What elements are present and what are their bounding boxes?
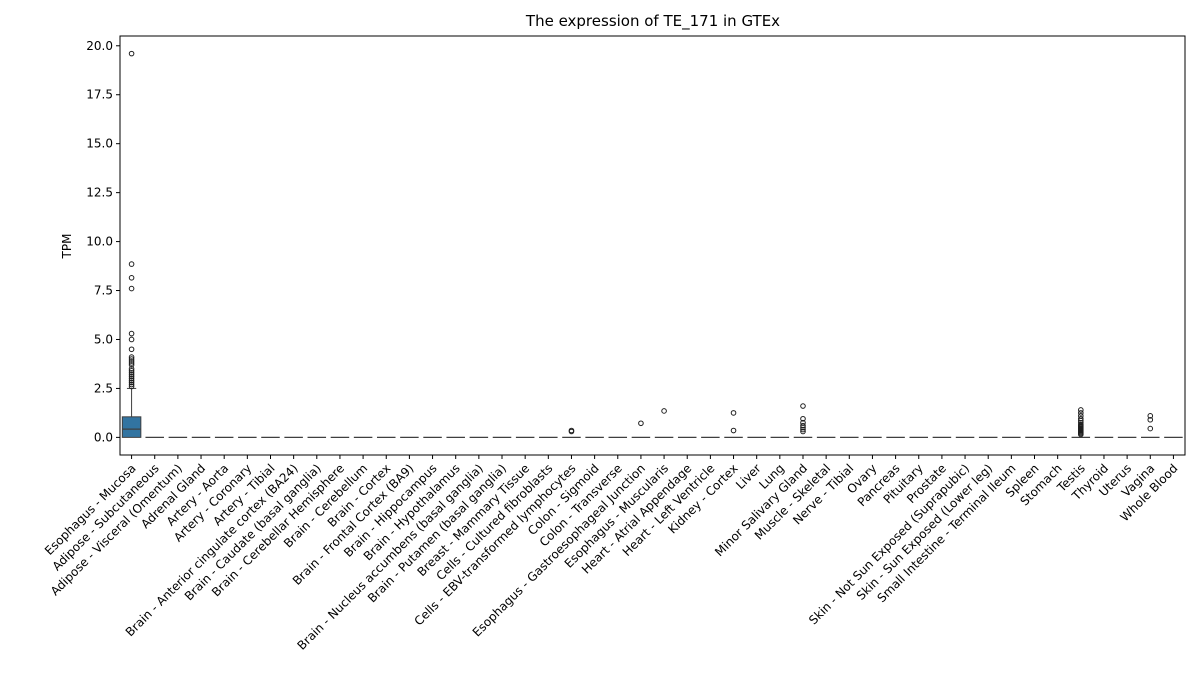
y-tick-label: 10.0 [86, 235, 113, 249]
outlier-point [128, 354, 135, 360]
box-iqr [121, 416, 142, 438]
outlier-point [568, 428, 575, 435]
outlier-point [730, 410, 737, 416]
x-tick-label: Esophagus - Mucosa [42, 461, 139, 558]
box-group [562, 427, 581, 439]
box-group [121, 50, 142, 438]
y-tick-label: 20.0 [86, 39, 113, 53]
y-axis-title: TPM [60, 234, 74, 260]
outlier-point [128, 371, 135, 378]
outlier-point [1078, 415, 1084, 422]
plot-area [121, 50, 1183, 439]
box-group [724, 410, 743, 439]
outlier-point [128, 360, 135, 366]
outlier-point [800, 424, 806, 431]
outlier-point [128, 356, 135, 362]
y-tick-label: 7.5 [94, 284, 113, 298]
x-tick-label: Liver [733, 461, 764, 492]
outlier-point [800, 422, 806, 429]
outlier-point [128, 50, 135, 57]
outlier-point [1078, 431, 1084, 438]
box-group [631, 420, 651, 439]
y-tick-label: 2.5 [94, 381, 113, 395]
outlier-point [730, 427, 737, 434]
outlier-point [128, 383, 135, 390]
outlier-point [800, 403, 806, 409]
outlier-point [128, 377, 135, 384]
outlier-point [128, 285, 135, 292]
y-axis: 0.0 2.5 5.0 7.5 10.0 12.5 15.0 17.5 20.0 [86, 39, 120, 444]
box-group [1141, 413, 1160, 439]
outlier-point [128, 346, 135, 353]
outlier-point [128, 369, 135, 376]
outlier-point [128, 375, 135, 382]
outlier-point [800, 428, 806, 435]
box-group [793, 403, 813, 439]
outlier-point [128, 368, 135, 374]
outlier-point [128, 373, 135, 380]
y-tick-label: 12.5 [86, 186, 113, 200]
outlier-point [128, 366, 135, 372]
outlier-point [128, 336, 135, 343]
outlier-point [1078, 407, 1084, 413]
outlier-point [800, 426, 806, 433]
y-tick-label: 17.5 [86, 88, 113, 102]
box-group [654, 408, 674, 439]
outlier-point [800, 415, 806, 422]
outlier-point [128, 381, 135, 388]
outlier-point [1147, 413, 1154, 419]
outlier-point [1147, 416, 1154, 423]
outlier-point [128, 330, 135, 337]
chart-title: The expression of TE_171 in GTEx [525, 12, 780, 31]
outlier-point [638, 420, 644, 427]
y-tick-label: 5.0 [94, 332, 113, 346]
outlier-point [1078, 410, 1084, 416]
plot-frame [119, 35, 1186, 456]
outlier-point [1147, 425, 1154, 432]
y-tick-label: 15.0 [86, 137, 113, 151]
outlier-point [661, 408, 667, 414]
outlier-point [128, 358, 135, 364]
box-group [1071, 407, 1091, 439]
outlier-point [128, 261, 135, 267]
y-tick-label: 0.0 [94, 430, 113, 444]
outlier-point [128, 379, 135, 386]
outlier-point [128, 275, 135, 281]
outlier-point [128, 362, 135, 368]
